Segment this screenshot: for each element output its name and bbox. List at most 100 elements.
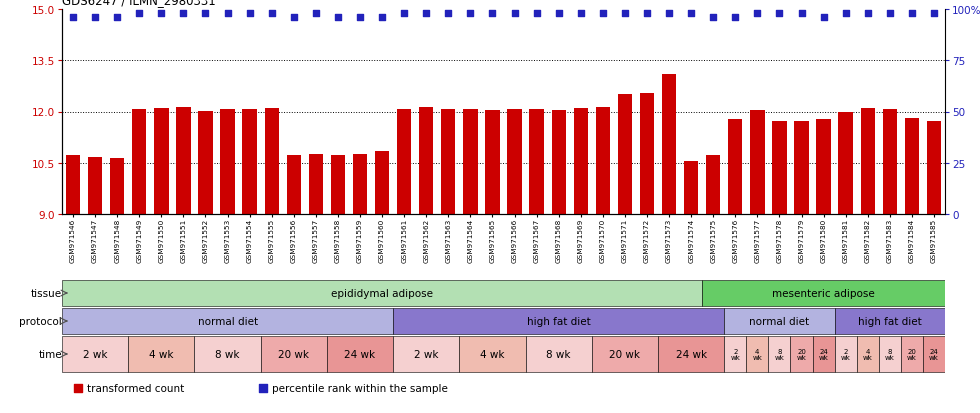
Point — [330, 15, 346, 21]
Bar — [662, 75, 676, 214]
Bar — [220, 110, 235, 214]
Bar — [927, 121, 941, 214]
Text: normal diet: normal diet — [198, 316, 258, 326]
Point — [639, 11, 655, 17]
Bar — [265, 109, 279, 214]
Point — [507, 11, 522, 17]
Bar — [485, 111, 500, 214]
Point — [154, 11, 170, 17]
Point — [750, 11, 765, 17]
Point — [131, 11, 147, 17]
Point — [595, 11, 611, 17]
Text: 4 wk: 4 wk — [480, 349, 505, 359]
Bar — [860, 109, 875, 214]
Bar — [750, 111, 764, 214]
Bar — [724, 336, 747, 373]
Point — [87, 15, 103, 21]
Text: 2 wk: 2 wk — [414, 349, 438, 359]
Text: protocol: protocol — [20, 316, 62, 326]
Bar — [857, 336, 879, 373]
Bar — [812, 336, 835, 373]
Point — [242, 11, 258, 17]
Bar — [525, 336, 592, 373]
Bar — [816, 119, 831, 214]
Bar — [62, 280, 703, 307]
Bar — [879, 336, 901, 373]
Bar — [441, 109, 456, 214]
Bar — [464, 110, 477, 214]
Point — [573, 11, 589, 17]
Bar — [901, 336, 923, 373]
Bar — [286, 156, 301, 214]
Bar — [552, 111, 565, 214]
Point — [374, 15, 390, 21]
Text: 8 wk: 8 wk — [547, 349, 571, 359]
Bar — [883, 110, 897, 214]
Bar — [198, 112, 213, 214]
Bar — [684, 161, 699, 214]
Point — [418, 11, 434, 17]
Text: 4
wk: 4 wk — [753, 348, 762, 361]
Point — [396, 11, 412, 17]
Point — [175, 11, 191, 17]
Text: 8
wk: 8 wk — [885, 348, 895, 361]
Bar — [194, 336, 261, 373]
Text: 8
wk: 8 wk — [774, 348, 784, 361]
Bar — [640, 93, 655, 214]
Point — [838, 11, 854, 17]
Bar — [128, 336, 194, 373]
Bar — [724, 308, 835, 335]
Text: 8 wk: 8 wk — [216, 349, 240, 359]
Bar — [154, 109, 169, 214]
Bar — [460, 336, 525, 373]
Text: high fat diet: high fat diet — [858, 316, 921, 326]
Bar — [768, 336, 791, 373]
Point — [440, 11, 456, 17]
Bar — [703, 280, 945, 307]
Bar — [331, 156, 345, 214]
Bar — [617, 95, 632, 214]
Text: 20
wk: 20 wk — [906, 348, 917, 361]
Text: 20 wk: 20 wk — [278, 349, 310, 359]
Bar — [393, 336, 460, 373]
Bar — [176, 108, 190, 214]
Point — [264, 11, 279, 17]
Bar — [62, 308, 393, 335]
Bar — [529, 110, 544, 214]
Point — [110, 15, 125, 21]
Bar — [309, 154, 323, 214]
Text: 2 wk: 2 wk — [83, 349, 108, 359]
Bar — [327, 336, 393, 373]
Bar — [905, 119, 919, 214]
Point — [617, 11, 633, 17]
Point — [529, 11, 545, 17]
Bar — [375, 152, 389, 214]
Text: time: time — [38, 349, 62, 359]
Bar — [508, 109, 521, 214]
Text: high fat diet: high fat diet — [527, 316, 591, 326]
Point — [882, 11, 898, 17]
Text: 4 wk: 4 wk — [149, 349, 173, 359]
Point — [485, 11, 501, 17]
Text: transformed count: transformed count — [86, 383, 184, 393]
Point — [220, 11, 235, 17]
Bar — [596, 108, 610, 214]
Bar — [88, 158, 102, 214]
Bar — [261, 336, 327, 373]
Bar — [923, 336, 945, 373]
Point — [662, 11, 677, 17]
Point — [727, 15, 743, 21]
Bar — [393, 308, 724, 335]
Point — [926, 11, 942, 17]
Bar — [795, 121, 808, 214]
Bar — [835, 336, 857, 373]
Text: mesenteric adipose: mesenteric adipose — [772, 288, 875, 298]
Text: 4
wk: 4 wk — [862, 348, 872, 361]
Bar — [573, 109, 588, 214]
Point — [286, 15, 302, 21]
Point — [706, 15, 721, 21]
Point — [771, 11, 787, 17]
Bar — [397, 110, 412, 214]
Bar — [772, 121, 787, 214]
Bar — [132, 110, 146, 214]
